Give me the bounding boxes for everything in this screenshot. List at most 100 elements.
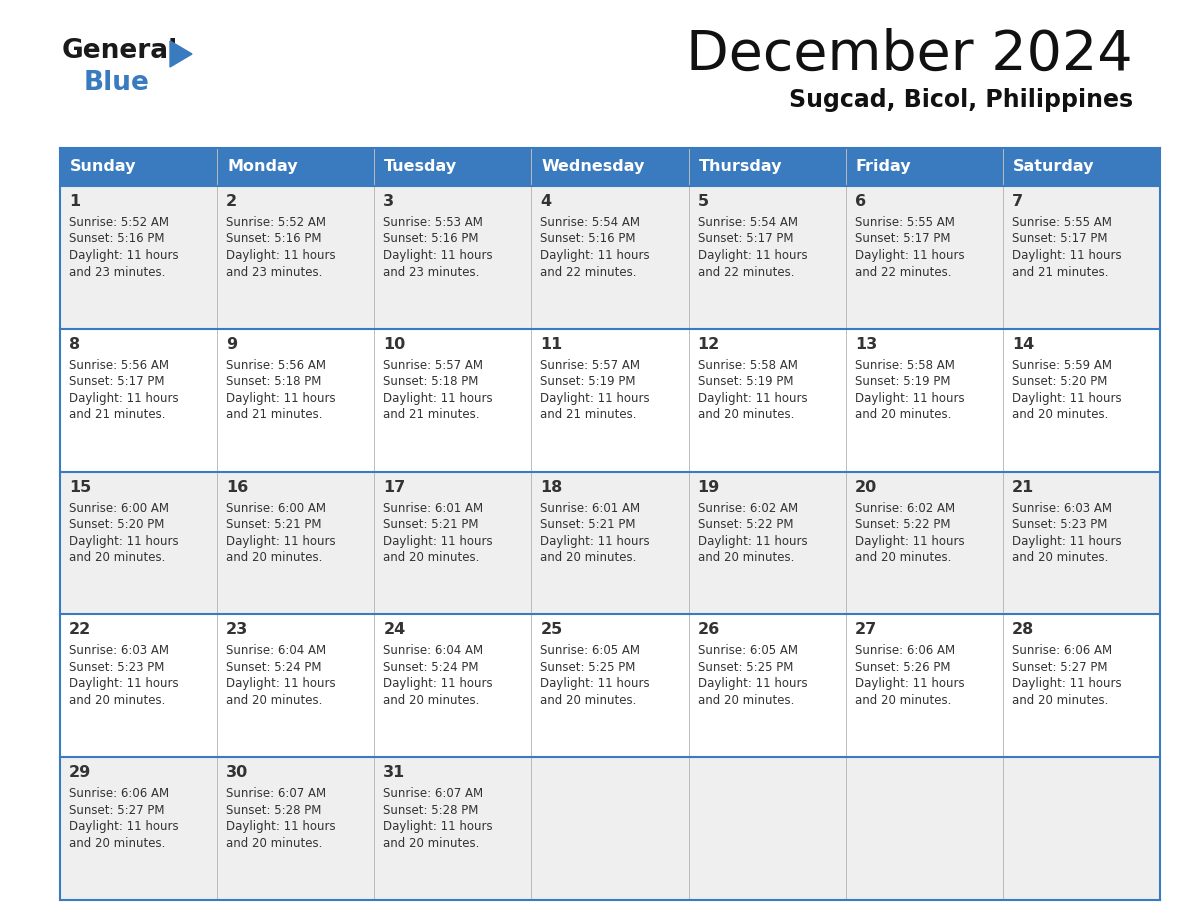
Text: Sunrise: 5:52 AM: Sunrise: 5:52 AM [226, 216, 327, 229]
Text: 1: 1 [69, 194, 80, 209]
Text: Daylight: 11 hours: Daylight: 11 hours [697, 534, 807, 548]
Text: and 20 minutes.: and 20 minutes. [226, 694, 322, 707]
Text: Sunrise: 6:02 AM: Sunrise: 6:02 AM [697, 501, 797, 515]
Text: Daylight: 11 hours: Daylight: 11 hours [541, 677, 650, 690]
Text: 8: 8 [69, 337, 80, 352]
Text: and 20 minutes.: and 20 minutes. [226, 836, 322, 850]
Text: and 23 minutes.: and 23 minutes. [69, 265, 165, 278]
Text: Sunrise: 5:55 AM: Sunrise: 5:55 AM [1012, 216, 1112, 229]
Text: Sunset: 5:21 PM: Sunset: 5:21 PM [541, 518, 636, 532]
Text: 30: 30 [226, 766, 248, 780]
Text: Daylight: 11 hours: Daylight: 11 hours [854, 677, 965, 690]
Text: and 20 minutes.: and 20 minutes. [226, 551, 322, 564]
Polygon shape [170, 41, 192, 67]
Text: 19: 19 [697, 479, 720, 495]
Text: Sunrise: 5:58 AM: Sunrise: 5:58 AM [854, 359, 955, 372]
Text: Sunrise: 6:03 AM: Sunrise: 6:03 AM [1012, 501, 1112, 515]
Text: Sunset: 5:19 PM: Sunset: 5:19 PM [541, 375, 636, 388]
Text: Daylight: 11 hours: Daylight: 11 hours [854, 534, 965, 548]
Bar [61, 329, 1159, 472]
Bar [61, 186, 1159, 329]
Text: Sunrise: 6:06 AM: Sunrise: 6:06 AM [1012, 644, 1112, 657]
Text: 31: 31 [384, 766, 405, 780]
Text: Daylight: 11 hours: Daylight: 11 hours [1012, 249, 1121, 262]
Text: 11: 11 [541, 337, 563, 352]
Text: Sunset: 5:28 PM: Sunset: 5:28 PM [226, 803, 322, 817]
Text: and 20 minutes.: and 20 minutes. [697, 551, 794, 564]
Text: Sugcad, Bicol, Philippines: Sugcad, Bicol, Philippines [789, 88, 1133, 112]
Text: Daylight: 11 hours: Daylight: 11 hours [697, 677, 807, 690]
Text: Sunrise: 6:04 AM: Sunrise: 6:04 AM [226, 644, 327, 657]
Text: 26: 26 [697, 622, 720, 637]
Text: Sunrise: 6:06 AM: Sunrise: 6:06 AM [69, 788, 169, 800]
Text: Sunrise: 5:57 AM: Sunrise: 5:57 AM [384, 359, 484, 372]
Text: and 20 minutes.: and 20 minutes. [854, 694, 952, 707]
Text: Friday: Friday [855, 160, 911, 174]
Text: Daylight: 11 hours: Daylight: 11 hours [1012, 392, 1121, 405]
Text: and 20 minutes.: and 20 minutes. [854, 409, 952, 421]
Text: 7: 7 [1012, 194, 1023, 209]
Text: Sunset: 5:21 PM: Sunset: 5:21 PM [226, 518, 322, 532]
Text: Sunset: 5:19 PM: Sunset: 5:19 PM [854, 375, 950, 388]
Text: Sunrise: 5:54 AM: Sunrise: 5:54 AM [541, 216, 640, 229]
Text: Sunset: 5:24 PM: Sunset: 5:24 PM [226, 661, 322, 674]
Text: and 23 minutes.: and 23 minutes. [384, 265, 480, 278]
Text: Sunrise: 6:05 AM: Sunrise: 6:05 AM [697, 644, 797, 657]
Text: 9: 9 [226, 337, 238, 352]
Text: Sunset: 5:22 PM: Sunset: 5:22 PM [854, 518, 950, 532]
Text: Sunset: 5:25 PM: Sunset: 5:25 PM [697, 661, 792, 674]
Text: and 20 minutes.: and 20 minutes. [384, 551, 480, 564]
Text: Sunset: 5:16 PM: Sunset: 5:16 PM [69, 232, 164, 245]
Text: Daylight: 11 hours: Daylight: 11 hours [541, 392, 650, 405]
Text: 2: 2 [226, 194, 238, 209]
Text: Sunrise: 6:03 AM: Sunrise: 6:03 AM [69, 644, 169, 657]
Text: Daylight: 11 hours: Daylight: 11 hours [226, 534, 336, 548]
Text: Daylight: 11 hours: Daylight: 11 hours [384, 392, 493, 405]
Text: and 20 minutes.: and 20 minutes. [384, 694, 480, 707]
Text: and 20 minutes.: and 20 minutes. [384, 836, 480, 850]
Text: and 21 minutes.: and 21 minutes. [541, 409, 637, 421]
Text: Daylight: 11 hours: Daylight: 11 hours [226, 820, 336, 834]
Text: Sunset: 5:17 PM: Sunset: 5:17 PM [697, 232, 794, 245]
Text: Daylight: 11 hours: Daylight: 11 hours [541, 249, 650, 262]
Text: Sunrise: 6:06 AM: Sunrise: 6:06 AM [854, 644, 955, 657]
Text: Sunrise: 5:53 AM: Sunrise: 5:53 AM [384, 216, 484, 229]
Text: Saturday: Saturday [1013, 160, 1094, 174]
Text: Sunset: 5:17 PM: Sunset: 5:17 PM [854, 232, 950, 245]
Text: Sunrise: 5:56 AM: Sunrise: 5:56 AM [69, 359, 169, 372]
Text: 20: 20 [854, 479, 877, 495]
Text: 5: 5 [697, 194, 709, 209]
Text: Daylight: 11 hours: Daylight: 11 hours [854, 249, 965, 262]
Text: Sunrise: 5:54 AM: Sunrise: 5:54 AM [697, 216, 797, 229]
Text: Sunrise: 6:02 AM: Sunrise: 6:02 AM [854, 501, 955, 515]
Text: Sunrise: 6:07 AM: Sunrise: 6:07 AM [226, 788, 327, 800]
Text: Sunset: 5:27 PM: Sunset: 5:27 PM [1012, 661, 1107, 674]
Text: Sunset: 5:26 PM: Sunset: 5:26 PM [854, 661, 950, 674]
Text: 21: 21 [1012, 479, 1034, 495]
Text: and 23 minutes.: and 23 minutes. [226, 265, 322, 278]
Text: Sunday: Sunday [70, 160, 137, 174]
Text: 4: 4 [541, 194, 551, 209]
Text: Sunrise: 6:04 AM: Sunrise: 6:04 AM [384, 644, 484, 657]
Text: Sunrise: 6:01 AM: Sunrise: 6:01 AM [384, 501, 484, 515]
Text: 29: 29 [69, 766, 91, 780]
Text: Daylight: 11 hours: Daylight: 11 hours [226, 249, 336, 262]
Text: Sunrise: 6:00 AM: Sunrise: 6:00 AM [226, 501, 327, 515]
Text: and 21 minutes.: and 21 minutes. [1012, 265, 1108, 278]
Text: Sunrise: 5:52 AM: Sunrise: 5:52 AM [69, 216, 169, 229]
Text: Daylight: 11 hours: Daylight: 11 hours [69, 392, 178, 405]
Text: Sunset: 5:19 PM: Sunset: 5:19 PM [697, 375, 794, 388]
Text: Blue: Blue [84, 70, 150, 96]
Text: Sunset: 5:21 PM: Sunset: 5:21 PM [384, 518, 479, 532]
Text: and 20 minutes.: and 20 minutes. [854, 551, 952, 564]
Text: Sunset: 5:17 PM: Sunset: 5:17 PM [69, 375, 164, 388]
Text: Sunrise: 6:01 AM: Sunrise: 6:01 AM [541, 501, 640, 515]
Text: and 20 minutes.: and 20 minutes. [69, 551, 165, 564]
Text: Sunset: 5:16 PM: Sunset: 5:16 PM [226, 232, 322, 245]
Text: Sunset: 5:23 PM: Sunset: 5:23 PM [69, 661, 164, 674]
Text: and 21 minutes.: and 21 minutes. [69, 409, 165, 421]
Text: Sunset: 5:20 PM: Sunset: 5:20 PM [69, 518, 164, 532]
Bar [61, 614, 1159, 757]
Text: Sunset: 5:18 PM: Sunset: 5:18 PM [226, 375, 322, 388]
Text: Daylight: 11 hours: Daylight: 11 hours [226, 677, 336, 690]
